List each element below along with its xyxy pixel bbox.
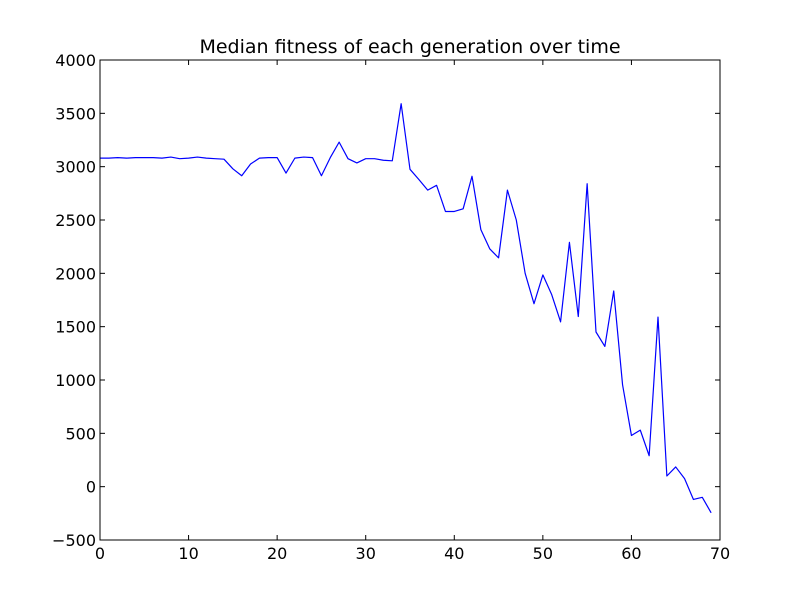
x-tick-label: 30 xyxy=(356,544,376,563)
y-tick-label: 0 xyxy=(86,478,96,497)
series-line xyxy=(100,103,712,514)
x-tick-label: 50 xyxy=(533,544,553,563)
y-tick-label: 1500 xyxy=(55,318,96,337)
y-axis: −500 0 500 1000 1500 2000 2500 3000 3500 4000 xyxy=(52,51,720,550)
y-tick-label: −500 xyxy=(52,531,96,550)
y-tick-label: 2500 xyxy=(55,211,96,230)
plot-area xyxy=(100,103,712,514)
x-tick-label: 10 xyxy=(178,544,198,563)
x-tick-label: 0 xyxy=(95,544,105,563)
y-tick-label: 2000 xyxy=(55,264,96,283)
y-tick-label: 3500 xyxy=(55,104,96,123)
x-tick-label: 60 xyxy=(621,544,641,563)
y-tick-label: 1000 xyxy=(55,371,96,390)
y-tick-label: 4000 xyxy=(55,51,96,70)
x-tick-label: 20 xyxy=(267,544,287,563)
x-axis: 0 10 20 30 40 50 60 70 xyxy=(95,60,730,563)
x-tick-label: 70 xyxy=(710,544,730,563)
y-tick-label: 3000 xyxy=(55,158,96,177)
x-tick-label: 40 xyxy=(444,544,464,563)
y-tick-label: 500 xyxy=(65,424,96,443)
chart-title: Median fitness of each generation over t… xyxy=(199,36,620,58)
plot-frame xyxy=(99,59,721,541)
